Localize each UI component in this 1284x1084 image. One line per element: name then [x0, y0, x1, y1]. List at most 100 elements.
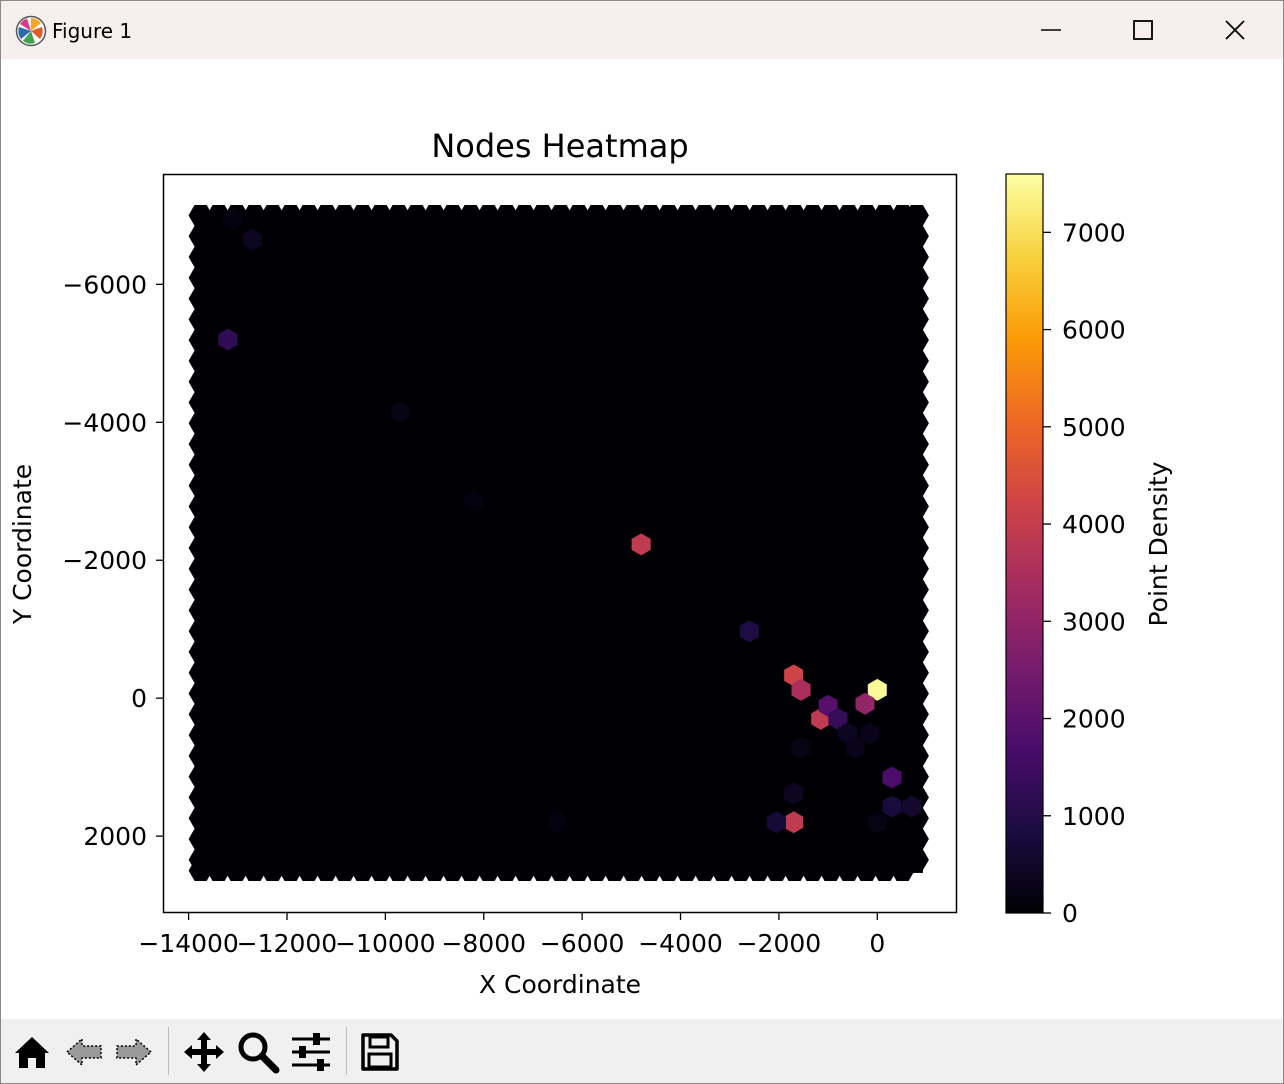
hex-edge-cell — [476, 860, 501, 881]
hex-edge-cell — [296, 860, 321, 881]
hex-edge-cell — [332, 860, 357, 881]
hex-edge-cell — [638, 860, 663, 881]
hex-edge-cell — [530, 860, 555, 881]
hex-edge-cell — [904, 745, 929, 767]
forward-button[interactable] — [111, 1029, 157, 1075]
hex-edge-cell — [904, 703, 929, 725]
colorbar — [1005, 173, 1044, 914]
zoom-button[interactable] — [235, 1029, 281, 1075]
hex-cell — [828, 707, 848, 730]
hex-edge-cell — [818, 205, 843, 226]
hex-edge-cell — [188, 205, 213, 226]
back-button[interactable] — [61, 1029, 107, 1075]
hex-edge-cell — [904, 288, 929, 309]
hex-edge-cell — [904, 558, 929, 580]
title-bar: Figure 1 — [1, 1, 1283, 59]
hex-edge-cell — [188, 860, 213, 881]
hex-edge-cell — [494, 860, 519, 881]
hex-edge-cell — [904, 246, 929, 268]
figure-canvas[interactable]: Nodes Heatmap −14000 −12000 −10000 −8000 −60… — [1, 59, 1283, 1019]
hex-edge-cell — [404, 860, 429, 881]
hex-cell — [867, 678, 887, 701]
hex-edge-cell — [188, 225, 213, 247]
hex-edge-cell — [904, 662, 929, 684]
hex-edge-cell — [188, 288, 213, 309]
hex-edge-cell — [782, 205, 807, 226]
colorbar-tick-label: 2000 — [1062, 705, 1126, 734]
hex-cell — [766, 811, 786, 834]
hexbin-background — [188, 205, 929, 881]
home-icon — [15, 1037, 49, 1068]
hex-edge-cell — [728, 860, 753, 881]
hex-cell — [860, 722, 880, 745]
hex-edge-cell — [904, 828, 929, 850]
colorbar-tick-label: 3000 — [1062, 607, 1126, 636]
hex-edge-cell — [584, 860, 609, 881]
hex-edge-cell — [404, 205, 429, 226]
hex-edge-cell — [692, 860, 717, 881]
x-tick-label: −8000 — [441, 929, 526, 958]
hex-cell — [882, 795, 902, 818]
hex-edge-cell — [188, 309, 213, 330]
hex-edge-cell — [904, 371, 929, 393]
colorbar-tick-label: 4000 — [1062, 510, 1126, 539]
hex-edge-cell — [188, 433, 213, 455]
hex-edge-cell — [314, 860, 339, 881]
hex-edge-cell — [188, 745, 213, 767]
x-axis-label: X Coordinate — [479, 970, 641, 999]
hex-edge-cell — [904, 454, 929, 476]
hex-edge-cell — [440, 205, 465, 226]
hex-edge-cell — [656, 860, 681, 881]
hex-edge-cell — [904, 392, 929, 413]
hex-edge-cell — [188, 329, 213, 351]
hex-edge-cell — [188, 558, 213, 580]
y-axis-label: Y Coordinate — [8, 464, 37, 625]
hex-edge-cell — [836, 205, 861, 226]
save-button[interactable] — [357, 1029, 403, 1075]
maximize-button[interactable] — [1097, 1, 1189, 59]
navigation-toolbar — [1, 1019, 1283, 1083]
hex-edge-cell — [904, 683, 929, 704]
hex-edge-cell — [332, 205, 357, 226]
x-tick-label: −12000 — [237, 929, 337, 958]
hex-edge-cell — [188, 766, 213, 787]
heatmap-figure: Nodes Heatmap −14000−12000−10000 −8000 −60… — [8, 127, 1173, 999]
colorbar-tick-label: 6000 — [1062, 316, 1126, 345]
hex-edge-cell — [674, 860, 699, 881]
x-tick-label: −4000 — [638, 929, 723, 958]
hex-edge-cell — [602, 205, 627, 226]
hex-edge-cell — [800, 860, 825, 881]
hex-edge-cell — [188, 724, 213, 746]
hex-edge-cell — [836, 860, 861, 881]
home-button[interactable] — [9, 1029, 55, 1075]
hex-edge-cell — [890, 860, 915, 881]
hex-edge-cell — [188, 787, 213, 808]
hex-edge-cell — [764, 860, 789, 881]
close-button[interactable] — [1189, 1, 1281, 59]
hex-edge-cell — [674, 205, 699, 226]
colorbar-tick-label: 5000 — [1062, 413, 1126, 442]
hex-edge-cell — [260, 205, 285, 226]
hex-edge-cell — [368, 860, 393, 881]
pan-button[interactable] — [181, 1029, 227, 1075]
hex-edge-cell — [872, 205, 897, 226]
hex-edge-cell — [548, 860, 573, 881]
minimize-button[interactable] — [1005, 1, 1097, 59]
hex-edge-cell — [188, 579, 213, 600]
hex-edge-cell — [188, 267, 213, 289]
hex-cell — [902, 795, 922, 818]
hex-edge-cell — [188, 392, 213, 413]
hex-edge-cell — [904, 641, 929, 663]
move-icon — [184, 1032, 224, 1072]
x-tick-label: −6000 — [540, 929, 625, 958]
hex-edge-cell — [854, 860, 879, 881]
hex-edge-cell — [904, 309, 929, 330]
hex-cell — [739, 620, 759, 643]
hex-edge-cell — [890, 205, 915, 226]
hex-edge-cell — [188, 662, 213, 684]
hex-edge-cell — [602, 860, 627, 881]
hex-edge-cell — [548, 205, 573, 226]
hex-cell — [867, 811, 887, 834]
configure-subplots-button[interactable] — [288, 1029, 334, 1075]
